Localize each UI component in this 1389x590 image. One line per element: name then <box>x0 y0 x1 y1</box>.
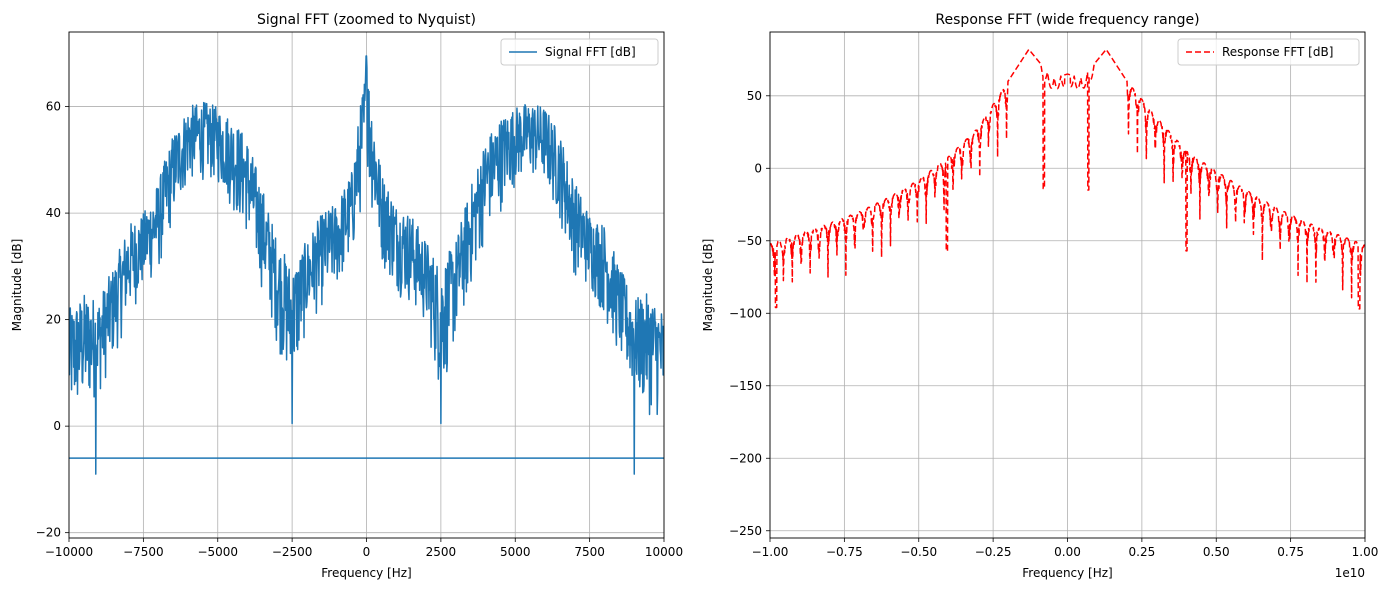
y-axis-label: Magnitude [dB] <box>701 239 715 332</box>
legend-label: Signal FFT [dB] <box>545 45 636 59</box>
y-tick-label: 60 <box>46 100 61 114</box>
x-tick-label: 10000 <box>645 545 683 559</box>
y-axis-label: Magnitude [dB] <box>10 239 24 332</box>
x-tick-label: −5000 <box>197 545 238 559</box>
y-tick-label: −250 <box>729 524 762 538</box>
legend-box <box>500 38 659 66</box>
chart-title: Response FFT (wide frequency range) <box>935 12 1199 28</box>
x-tick-label: −10000 <box>45 545 93 559</box>
x-tick-label: −7500 <box>123 545 164 559</box>
signal-fft-line <box>69 55 664 475</box>
x-tick-label: 7500 <box>574 545 605 559</box>
y-tick-label: −100 <box>729 306 762 320</box>
y-tick-label: 20 <box>46 313 61 327</box>
x-axis-label: Frequency [Hz] <box>1022 566 1113 580</box>
x-tick-label: −0.25 <box>975 545 1012 559</box>
x-axis-label: Frequency [Hz] <box>321 566 412 580</box>
x-tick-label: 5000 <box>500 545 531 559</box>
x-tick-label: 0.25 <box>1129 545 1156 559</box>
y-tick-label: −20 <box>36 526 61 540</box>
legend-label: Response FFT [dB] <box>1222 45 1333 59</box>
chart-2: −1.00 −0.75 −0.50 −0.25 0.00 0.25 0.50 0.75 1.00… <box>701 12 1378 580</box>
x-tick-label: −0.50 <box>900 545 937 559</box>
x-tick-label: 0 <box>363 545 371 559</box>
y-tick-label: 40 <box>46 206 61 220</box>
y-tick-label: −50 <box>737 234 762 248</box>
plot-area <box>69 55 664 475</box>
chart-title: Signal FFT (zoomed to Nyquist) <box>257 12 476 28</box>
y-tick-label: −150 <box>729 379 762 393</box>
y-tick-label: 0 <box>754 161 762 175</box>
x-tick-label: 0.00 <box>1054 545 1081 559</box>
legend: Response FFT [dB] <box>1177 38 1360 66</box>
y-tick-label: 50 <box>747 89 762 103</box>
response-fft-line <box>770 48 1365 310</box>
x-tick-label: −2500 <box>272 545 313 559</box>
y-tick-label: −200 <box>729 451 762 465</box>
x-tick-label: −0.75 <box>826 545 863 559</box>
x-tick-label: 1.00 <box>1352 545 1379 559</box>
x-tick-label: 0.75 <box>1277 545 1304 559</box>
x-tick-label: 2500 <box>426 545 457 559</box>
x-tick-label: 0.50 <box>1203 545 1230 559</box>
plot-area <box>770 48 1365 310</box>
chart-1: −10000 −7500 −5000 −2500 0 2500 5000 7500 10000 −… <box>10 12 683 580</box>
legend-box <box>1177 38 1360 66</box>
legend: Signal FFT [dB] <box>500 38 659 66</box>
y-tick-label: 0 <box>53 419 61 433</box>
x-scale-offset-label: 1e10 <box>1335 566 1365 580</box>
x-tick-label: −1.00 <box>752 545 789 559</box>
